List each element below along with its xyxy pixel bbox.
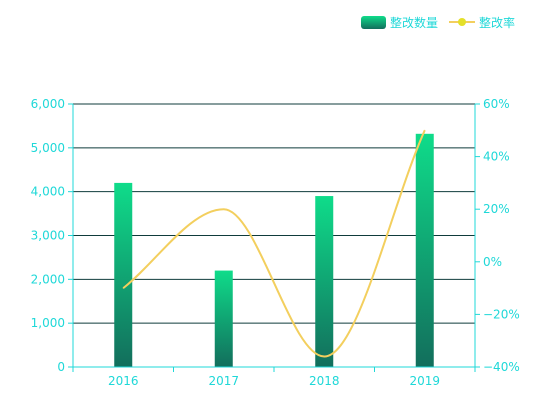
y-left-tick-label: 6,000 (31, 97, 65, 111)
legend[interactable]: 整改数量 整改率 (361, 15, 515, 30)
y-left-tick-label: 0 (57, 360, 65, 374)
y-right-tick-label: 40% (483, 150, 510, 164)
y-left-tick-label: 1,000 (31, 316, 65, 330)
legend-bar-swatch (361, 16, 386, 29)
y-right-tick-label: −20% (483, 307, 520, 321)
line-point[interactable] (122, 287, 124, 289)
y-left-tick-label: 4,000 (31, 185, 65, 199)
line-series-path (122, 129, 426, 358)
bar[interactable] (114, 182, 133, 367)
legend-line-label: 整改率 (479, 15, 515, 30)
y-left-tick-label: 3,000 (31, 229, 65, 243)
legend-item-bar-series[interactable]: 整改数量 (361, 15, 438, 30)
bar-series (114, 133, 434, 367)
y-left-tick-labels: 0 1,000 2,000 3,000 4,000 5,000 6,000 (31, 97, 65, 374)
line-point[interactable] (223, 208, 225, 210)
x-tick-label: 2017 (208, 374, 239, 388)
bar[interactable] (315, 196, 334, 367)
line-point[interactable] (424, 129, 426, 131)
x-tick-label: 2019 (409, 374, 440, 388)
axes (68, 103, 480, 372)
grid-lines (73, 103, 475, 324)
y-right-tick-label: 60% (483, 97, 510, 111)
line-series (122, 129, 426, 358)
legend-bar-label: 整改数量 (390, 15, 438, 30)
x-axis-tick-labels: 2016 2017 2018 2019 (108, 374, 440, 388)
y-right-tick-label: 20% (483, 202, 510, 216)
bar[interactable] (415, 133, 434, 367)
y-right-tick-label: −40% (483, 360, 520, 374)
y-left-tick-label: 2,000 (31, 272, 65, 286)
y-right-tick-label: 0% (483, 255, 502, 269)
x-tick-label: 2018 (309, 374, 340, 388)
y-left-tick-label: 5,000 (31, 141, 65, 155)
legend-item-line-series[interactable]: 整改率 (449, 15, 515, 30)
bar[interactable] (214, 270, 233, 367)
legend-line-dot (458, 18, 466, 26)
x-tick-label: 2016 (108, 374, 139, 388)
y-right-tick-labels: −40% −20% 0% 20% 40% 60% (483, 97, 520, 374)
line-point[interactable] (323, 355, 325, 357)
